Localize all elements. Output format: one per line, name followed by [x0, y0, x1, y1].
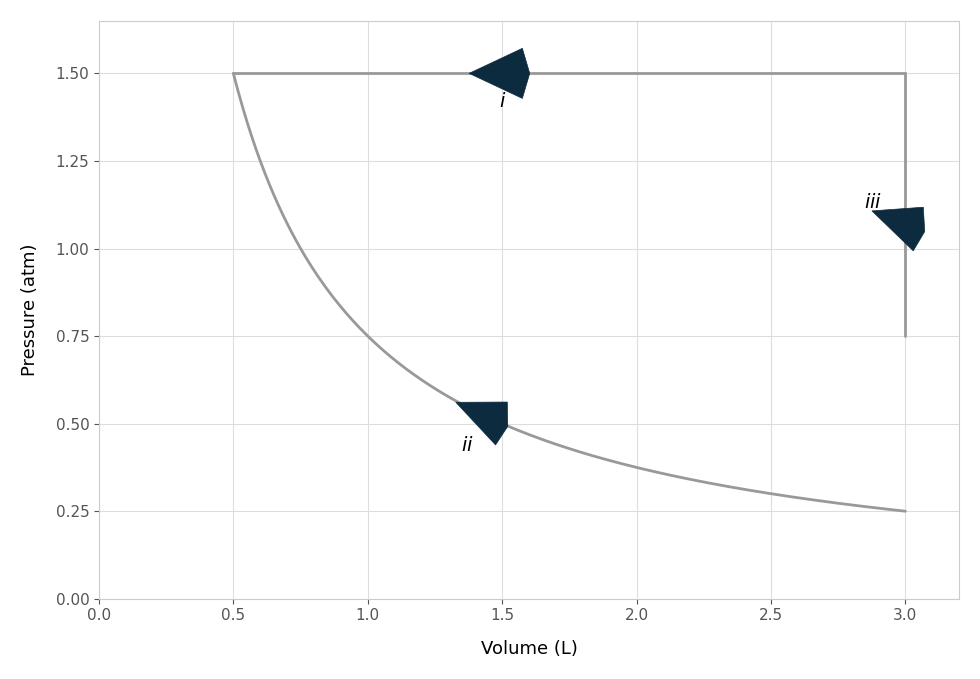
Polygon shape [456, 402, 508, 445]
Polygon shape [469, 48, 530, 98]
Text: $i$: $i$ [499, 92, 506, 111]
Text: $iii$: $iii$ [864, 194, 882, 213]
X-axis label: Volume (L): Volume (L) [480, 640, 577, 658]
Y-axis label: Pressure (atm): Pressure (atm) [21, 244, 39, 376]
Polygon shape [872, 207, 925, 251]
Text: $ii$: $ii$ [461, 436, 473, 455]
